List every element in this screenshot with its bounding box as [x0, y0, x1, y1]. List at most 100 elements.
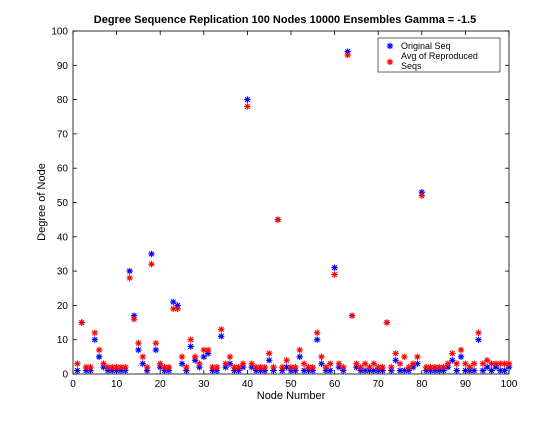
x-tick-label: 0	[70, 379, 76, 390]
data-point	[235, 363, 242, 371]
data-point	[475, 336, 482, 343]
data-point	[170, 298, 177, 306]
data-point	[100, 360, 107, 367]
data-point	[392, 357, 399, 364]
data-point	[348, 312, 356, 319]
data-point	[74, 360, 81, 367]
data-point	[157, 360, 164, 367]
data-point	[453, 360, 460, 367]
data-point	[139, 353, 146, 361]
data-point	[218, 333, 225, 340]
data-point	[148, 250, 155, 258]
x-axis-label: Node Number	[257, 390, 326, 402]
data-point	[475, 329, 482, 337]
data-point	[78, 319, 85, 326]
x-tick-label: 50	[285, 379, 297, 390]
data-point	[327, 367, 334, 374]
x-tick-label: 60	[329, 379, 341, 390]
x-tick-label: 70	[373, 379, 385, 390]
data-points	[74, 48, 513, 374]
data-point	[122, 363, 129, 371]
data-point	[305, 363, 312, 371]
data-point	[296, 346, 303, 354]
data-point	[392, 350, 399, 357]
data-point	[401, 367, 408, 374]
data-point	[344, 51, 351, 59]
x-tick-label: 100	[501, 379, 518, 390]
data-point	[457, 353, 465, 361]
data-point	[244, 96, 251, 103]
data-point	[449, 357, 456, 364]
series-avg-reproduced-seqs	[74, 51, 513, 371]
plot-area	[72, 30, 510, 375]
y-tick-label: 50	[57, 198, 69, 209]
y-axis-label: Degree of Node	[36, 163, 48, 241]
data-point	[379, 363, 386, 371]
data-point	[484, 363, 491, 371]
data-point	[396, 360, 404, 367]
data-point	[370, 360, 378, 367]
x-tick-label: 90	[460, 379, 472, 390]
legend-label-original-seq: Original Seq	[401, 41, 451, 51]
x-tick-label: 30	[198, 379, 210, 390]
data-point	[479, 367, 487, 374]
data-point	[91, 336, 98, 343]
data-point	[248, 360, 255, 367]
data-point	[292, 363, 299, 371]
data-point	[139, 360, 146, 367]
data-point	[309, 363, 316, 371]
data-point	[405, 363, 412, 371]
y-tick-label: 10	[57, 335, 69, 346]
data-point	[427, 363, 434, 371]
chart-title: Degree Sequence Replication 100 Nodes 10…	[94, 14, 476, 26]
y-tick-label: 90	[57, 61, 69, 72]
data-point	[165, 363, 173, 371]
data-point	[462, 360, 469, 367]
data-point	[130, 315, 138, 323]
data-point	[187, 343, 194, 350]
data-point	[453, 367, 460, 374]
data-point	[505, 360, 513, 367]
y-tick-label: 20	[57, 301, 69, 312]
data-point	[488, 367, 495, 374]
data-point	[200, 353, 207, 361]
data-point	[361, 360, 369, 367]
legend-box	[377, 37, 501, 73]
data-point	[143, 363, 151, 371]
data-point	[95, 346, 103, 354]
data-point	[283, 357, 290, 364]
data-point	[135, 346, 142, 354]
y-tick-label: 70	[57, 129, 69, 140]
data-point	[187, 336, 194, 343]
data-point	[87, 363, 94, 371]
data-point	[383, 319, 391, 326]
y-tick-label: 80	[57, 95, 69, 106]
data-point	[213, 363, 221, 371]
data-point	[418, 192, 425, 199]
y-tick-label: 60	[57, 164, 69, 175]
axis-ticks: 0 10 20 30 40 50 60 70 80 90 100 0 10 20 30 40 50 60 70 80 9…	[51, 27, 517, 391]
data-point	[222, 360, 229, 367]
data-point	[449, 350, 456, 357]
x-tick-label: 40	[242, 379, 254, 390]
data-point	[209, 363, 216, 371]
data-point	[126, 267, 133, 275]
legend-marker-original-seq	[386, 42, 394, 50]
data-point	[327, 360, 334, 367]
data-point	[388, 363, 395, 371]
data-point	[152, 339, 160, 347]
data-point	[313, 329, 321, 337]
data-point	[401, 353, 408, 361]
data-point	[204, 346, 212, 354]
data-point	[340, 363, 347, 371]
data-point	[331, 271, 338, 278]
data-point	[244, 103, 251, 110]
data-point	[174, 305, 181, 313]
data-point	[74, 367, 81, 374]
data-point	[466, 363, 473, 371]
data-point	[148, 261, 155, 268]
y-tick-label: 30	[57, 267, 69, 278]
data-point	[296, 353, 303, 361]
